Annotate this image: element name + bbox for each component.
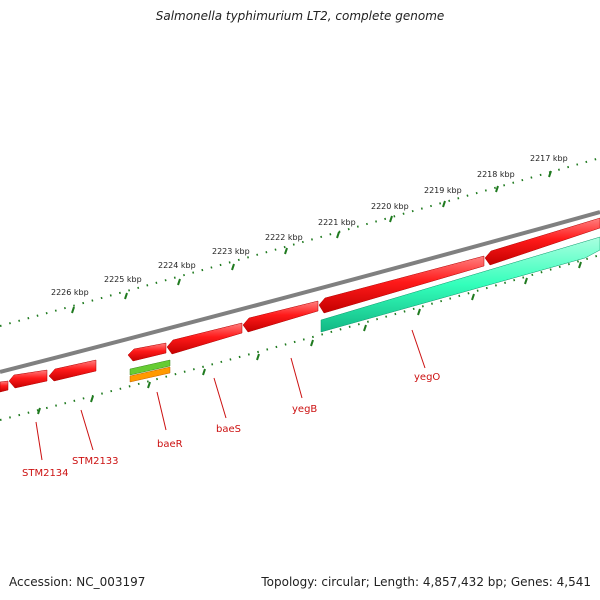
- kbp-label: 2226 kbp: [51, 288, 89, 297]
- leader-line-yego: [411, 329, 426, 369]
- major-tick: [71, 306, 75, 314]
- major-tick: [124, 292, 128, 300]
- gene-label-baer: baeR: [157, 439, 183, 450]
- major-tick: [548, 170, 552, 178]
- major-tick: [389, 215, 393, 223]
- kbp-label: 2224 kbp: [158, 261, 196, 270]
- inner-tick: [417, 308, 421, 316]
- kbp-label: 2218 kbp: [477, 170, 515, 179]
- inner-major-ticks: [37, 261, 582, 415]
- kbp-label: 2221 kbp: [318, 218, 356, 227]
- inner-tick: [37, 407, 41, 415]
- gene-labels: yegO yegB baeS baeR STM2133 STM2134: [22, 372, 440, 479]
- gene-label-stm2134: STM2134: [22, 468, 69, 479]
- major-tick: [495, 185, 499, 193]
- major-tick: [336, 231, 340, 239]
- map-title: Salmonella typhimurium LT2, complete gen…: [155, 9, 445, 23]
- leader-lines: [35, 329, 426, 461]
- feature-green-bar: [129, 359, 171, 376]
- gene-arrow-yego: [320, 236, 600, 333]
- gene-label-baes: baeS: [216, 424, 241, 435]
- gene-arrow-yegc: [318, 255, 485, 314]
- reverse-strand-genes: [0, 217, 600, 393]
- major-tick: [231, 263, 235, 271]
- inner-tick: [471, 293, 475, 301]
- kbp-label: 2222 kbp: [265, 233, 303, 242]
- genome-info-label: Topology: circular; Length: 4,857,432 bp…: [261, 575, 591, 589]
- inner-tick: [310, 339, 314, 347]
- major-ticks: [71, 170, 552, 314]
- accession-label: Accession: NC_003197: [9, 575, 146, 589]
- inner-tick: [202, 368, 206, 376]
- feature-orange-bar: [129, 366, 171, 383]
- leader-line-baes: [213, 377, 227, 419]
- leader-line-baer: [156, 391, 167, 431]
- kbp-label: 2219 kbp: [424, 186, 462, 195]
- inner-tick: [578, 261, 582, 269]
- gene-arrow-stm2134: [8, 369, 48, 389]
- kbp-labels: 2217 kbp 2218 kbp 2219 kbp 2220 kbp 2221…: [51, 154, 568, 297]
- major-tick: [284, 247, 288, 255]
- outer-tick-dots: [0, 157, 600, 327]
- kbp-label: 2220 kbp: [371, 202, 409, 211]
- gene-arrow-yegd: [484, 217, 600, 266]
- outer-tick-ring: [0, 157, 600, 327]
- inner-tick: [363, 324, 367, 332]
- inner-tick: [90, 395, 94, 403]
- inner-tick-dots: [0, 254, 600, 421]
- leader-line-stm2134: [35, 421, 43, 461]
- kbp-label: 2225 kbp: [104, 275, 142, 284]
- major-tick: [442, 200, 446, 208]
- major-tick: [177, 278, 181, 286]
- gene-arrow-stm2134-partial: [0, 380, 9, 393]
- gene-arrow-yegb: [242, 300, 319, 333]
- gene-arrow-baer: [127, 342, 167, 362]
- inner-tick: [524, 277, 528, 285]
- inner-tick: [147, 381, 151, 389]
- leader-line-yegb: [290, 357, 303, 399]
- inner-tick: [256, 353, 260, 361]
- gene-arrow-stm2133: [48, 359, 97, 382]
- kbp-label: 2217 kbp: [530, 154, 568, 163]
- backbone-ring: [0, 210, 600, 374]
- gene-arrow-baes: [166, 322, 243, 355]
- gene-label-stm2133: STM2133: [72, 456, 119, 467]
- leader-line-stm2133: [80, 409, 94, 451]
- gene-label-yegb: yegB: [292, 404, 317, 415]
- gene-label-yego: yegO: [414, 372, 440, 383]
- kbp-label: 2223 kbp: [212, 247, 250, 256]
